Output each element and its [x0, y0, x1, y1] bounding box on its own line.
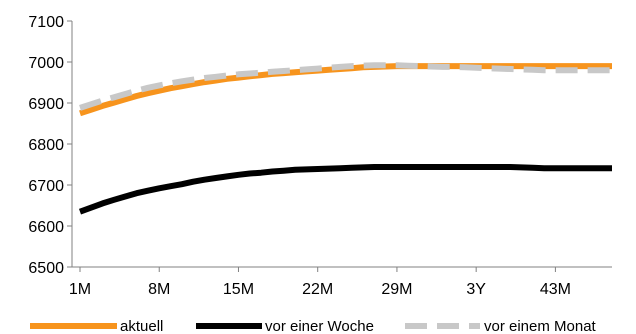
y-tick-label: 7000	[28, 55, 64, 72]
x-tick-label: 15M	[223, 281, 254, 298]
series-layer	[78, 62, 612, 215]
y-tick-label: 7100	[28, 14, 64, 31]
legend-label: aktuell	[120, 318, 163, 334]
y-axis: 6500 6600 6700 6800 6900 7000 7100	[28, 14, 73, 277]
y-tick-label: 6600	[28, 219, 64, 236]
x-tick-label: 43M	[540, 281, 571, 298]
x-tick-label: 1M	[69, 281, 91, 298]
legend-label: vor einem Monat	[484, 318, 597, 334]
series-line-vor-einer-woche	[78, 164, 612, 215]
legend-label: vor einer Woche	[265, 318, 374, 334]
x-tick-label: 8M	[148, 281, 170, 298]
x-axis: 1M 8M 15M 22M 29M 3Y 43M	[69, 266, 612, 298]
x-tick-label: 3Y	[466, 281, 486, 298]
y-tick-label: 6900	[28, 96, 64, 113]
x-tick-label: 29M	[381, 281, 412, 298]
y-tick-label: 6800	[28, 137, 64, 154]
y-tick-label: 6500	[28, 260, 64, 277]
legend: aktuell vor einer Woche vor einem Monat	[30, 318, 597, 334]
y-tick-label: 6700	[28, 178, 64, 195]
series-line-aktuell	[79, 63, 612, 117]
series-line-vor-einem-monat	[79, 62, 612, 111]
x-tick-label: 22M	[302, 281, 333, 298]
